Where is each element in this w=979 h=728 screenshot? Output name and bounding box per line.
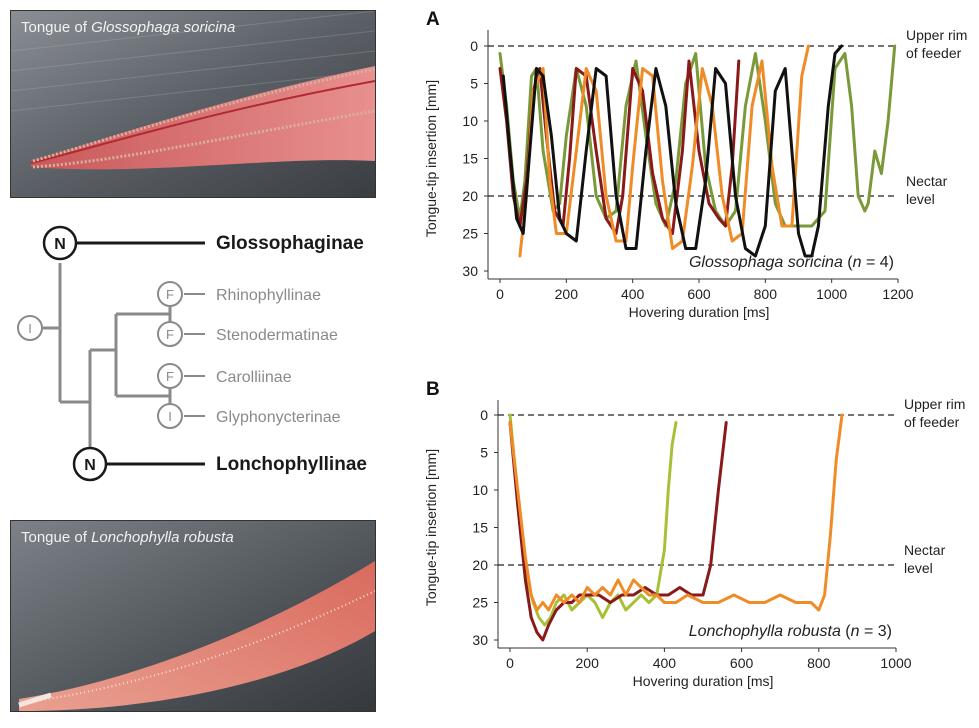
chart-panel-b: B 0 5 10 15 20 25 30 0 200 400 600 800 1000 Hovering d… <box>423 379 965 689</box>
y-axis-label: Tongue-tip insertion [mm] <box>423 80 439 237</box>
y-tick-label: 15 <box>462 151 478 167</box>
series-line-3 <box>508 413 844 612</box>
x-tick-label: 800 <box>807 655 831 671</box>
tree-node-letter: F <box>166 287 174 302</box>
phylogenetic-tree: I N Glossophaginae F Rhinophyllinae F Stenoder… <box>17 225 367 482</box>
x-tick-label: 0 <box>496 286 504 302</box>
y-tick-label: 5 <box>480 445 488 461</box>
tree-branches <box>30 263 172 464</box>
x-tick-label: 200 <box>576 655 600 671</box>
taxon-label: Carolliinae <box>216 369 292 386</box>
y-tick-label: 15 <box>472 520 488 536</box>
panel-letter: B <box>426 379 440 400</box>
photo-top-caption: Tongue of Glossophaga soricina <box>21 19 235 36</box>
x-axis-label: Hovering duration [ms] <box>629 304 770 320</box>
x-tick-label: 1000 <box>880 655 911 671</box>
reference-label-line1: Nectar <box>906 173 948 189</box>
taxon-label: Glyphonycterinae <box>216 409 341 426</box>
tree-node <box>42 225 78 261</box>
tree-node-root-letter: I <box>28 321 32 336</box>
y-tick-label: 20 <box>462 188 478 204</box>
y-tick-label: 30 <box>462 263 478 279</box>
y-tick-label: 30 <box>472 632 488 648</box>
photo-glossophaga-tongue: Tongue of Glossophaga soricina <box>10 10 376 198</box>
tree-node-letter: I <box>168 409 172 424</box>
y-tick-label: 10 <box>472 482 488 498</box>
y-tick-label: 5 <box>470 76 478 92</box>
y-axis-label: Tongue-tip insertion [mm] <box>423 449 439 606</box>
taxon-label: Lonchophyllinae <box>216 454 367 475</box>
x-tick-label: 200 <box>555 286 579 302</box>
chart-panel-a: A 0 5 10 15 20 25 30 0 200 400 600 800 1000 1200 Hoveri… <box>423 9 967 320</box>
taxon-label: Rhinophyllinae <box>216 287 321 304</box>
x-tick-label: 1000 <box>816 286 847 302</box>
y-tick-label: 25 <box>462 226 478 242</box>
x-tick-label: 1200 <box>882 286 913 302</box>
x-axis-label: Hovering duration [ms] <box>633 673 774 689</box>
species-annotation: Lonchophylla robusta (n = 3) <box>689 623 892 640</box>
glossophaga-tongue-image <box>11 11 375 197</box>
tree-node <box>72 446 108 482</box>
reference-label-line2: of feeder <box>904 414 960 430</box>
reference-label-line2: level <box>904 560 933 576</box>
x-tick-label: 0 <box>506 655 514 671</box>
lonchophylla-tongue-image <box>11 521 375 711</box>
species-annotation: Glossophaga soricina (n = 4) <box>689 254 894 271</box>
panel-letter: A <box>426 9 440 30</box>
x-tick-label: 800 <box>754 286 778 302</box>
tree-node <box>157 281 183 307</box>
annotation-species: Glossophaga soricina <box>689 254 843 271</box>
taxon-label: Glossophaginae <box>216 233 364 254</box>
tree-node-letter: N <box>84 457 96 474</box>
caption-prefix: Tongue of <box>21 19 92 36</box>
annotation-species: Lonchophylla robusta <box>689 623 841 640</box>
reference-label-line2: of feeder <box>906 45 962 61</box>
annotation-paren-open: ( <box>843 254 853 271</box>
x-tick-label: 400 <box>653 655 677 671</box>
tree-node <box>157 363 183 389</box>
y-tick-label: 10 <box>462 113 478 129</box>
reference-label-line1: Upper rim <box>906 27 967 43</box>
annotation-paren-open: ( <box>841 623 851 640</box>
annotation-count: 3 <box>878 623 887 640</box>
annotation-paren-close: ) <box>887 623 892 640</box>
tree-node-letter: F <box>166 327 174 342</box>
annotation-paren-close: ) <box>889 254 894 271</box>
series-line-3 <box>518 44 810 258</box>
emphasis-branches <box>76 241 205 466</box>
series-line-2 <box>508 421 728 642</box>
x-tick-label: 400 <box>621 286 645 302</box>
tree-node-root <box>17 315 43 341</box>
y-tick-label: 25 <box>472 595 488 611</box>
tree-node <box>157 403 183 429</box>
leaf-branches <box>184 293 205 417</box>
y-tick-label: 20 <box>472 557 488 573</box>
y-tick-label: 0 <box>470 38 478 54</box>
x-tick-label: 600 <box>687 286 711 302</box>
annotation-n: n <box>853 254 862 271</box>
annotation-count: 4 <box>880 254 889 271</box>
reference-label-line1: Nectar <box>904 542 946 558</box>
series-line-4 <box>501 44 844 258</box>
photo-bottom-caption: Tongue of Lonchophylla robusta <box>21 529 234 546</box>
tree-node-letter: F <box>166 369 174 384</box>
tree-node-letter: N <box>54 236 66 253</box>
annotation-n: n <box>851 623 860 640</box>
x-tick-label: 600 <box>730 655 754 671</box>
reference-label-line2: level <box>906 191 935 207</box>
caption-prefix: Tongue of <box>21 529 92 546</box>
y-tick-label: 0 <box>480 407 488 423</box>
caption-species: Glossophaga soricina <box>91 19 236 36</box>
annotation-eq: = <box>862 254 880 271</box>
taxon-label: Stenodermatinae <box>216 327 338 344</box>
annotation-eq: = <box>860 623 878 640</box>
reference-label-line1: Upper rim <box>904 396 965 412</box>
photo-lonchophylla-tongue: Tongue of Lonchophylla robusta <box>10 520 376 712</box>
tree-node <box>157 321 183 347</box>
caption-species: Lonchophylla robusta <box>91 529 234 546</box>
